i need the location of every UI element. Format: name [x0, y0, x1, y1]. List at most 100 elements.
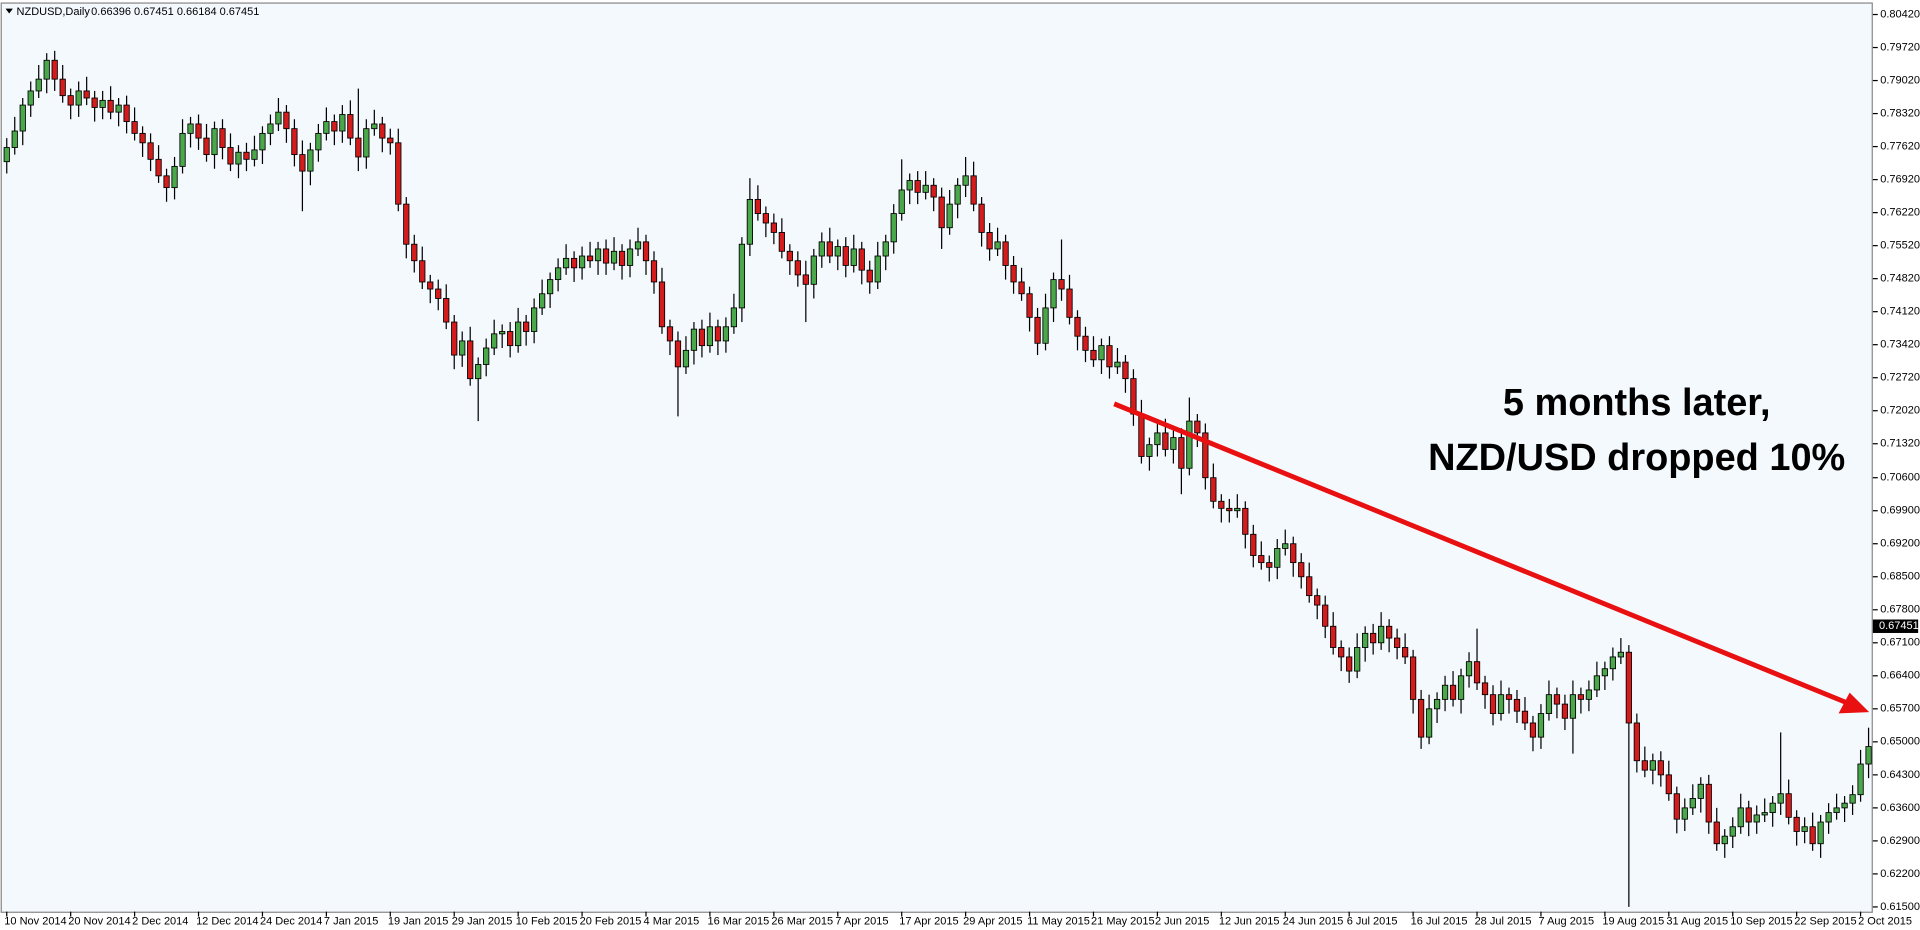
candle-body: [219, 128, 226, 148]
candle-body: [395, 142, 402, 205]
chart-title: NZDUSD,Daily: [17, 6, 91, 18]
y-tick-label: 0.79020: [1880, 74, 1920, 86]
candle-body: [243, 151, 250, 160]
candle-body: [1537, 713, 1545, 738]
y-tick-label: 0.74820: [1880, 273, 1920, 285]
candle-body: [1833, 807, 1840, 814]
candle-body: [51, 59, 58, 80]
candle-body: [850, 248, 857, 266]
candle-body: [986, 232, 993, 250]
x-tick-label: 31 Aug 2015: [1666, 915, 1728, 927]
candle-body: [1401, 647, 1409, 658]
candle-body: [1138, 413, 1145, 457]
candle-body: [890, 213, 897, 243]
candle-body: [131, 121, 138, 134]
candle-body: [403, 203, 410, 245]
candle-body: [491, 333, 498, 349]
candle-body: [211, 128, 218, 156]
candle-body: [1282, 543, 1289, 549]
candle-body: [650, 260, 658, 283]
candle-body: [546, 279, 554, 295]
candle-body: [1585, 689, 1593, 700]
x-tick-label: 7 Apr 2015: [835, 915, 888, 927]
candle-body: [27, 90, 34, 106]
candle-body: [155, 158, 162, 177]
candle-body: [922, 184, 929, 193]
candle-body: [371, 123, 378, 130]
candle-body: [698, 328, 706, 347]
candle-body: [674, 340, 682, 368]
candle-body: [970, 175, 977, 205]
candle-body: [554, 267, 562, 281]
candle-body: [1314, 595, 1321, 606]
candle-body: [515, 321, 522, 347]
candle-body: [1681, 807, 1688, 820]
candle-body: [1849, 794, 1856, 804]
candle-body: [1330, 625, 1337, 648]
candle-body: [1258, 555, 1265, 564]
x-tick-label: 12 Dec 2014: [196, 915, 258, 927]
candle-body: [594, 248, 602, 262]
candle-body: [1202, 432, 1209, 479]
x-tick-label: 24 Jun 2015: [1283, 915, 1344, 927]
candle-body: [475, 364, 482, 380]
candle-body: [1649, 760, 1656, 771]
candle-body: [387, 137, 394, 144]
candle-body: [642, 241, 650, 262]
candle-body: [1409, 656, 1417, 700]
candle-body: [1090, 349, 1097, 361]
candle-body: [1785, 793, 1792, 818]
candle-body: [267, 123, 274, 134]
trend-arrow-line: [1113, 401, 1847, 705]
candle-body: [19, 104, 26, 132]
candle-body: [1825, 812, 1832, 823]
annotation-line: NZD/USD dropped 10%: [1428, 437, 1845, 479]
candle-body: [1218, 500, 1225, 509]
x-tick-label: 16 Jul 2015: [1411, 915, 1468, 927]
y-tick-label: 0.64300: [1880, 769, 1920, 781]
candle-body: [315, 132, 322, 151]
y-tick-label: 0.65700: [1880, 703, 1920, 715]
candle-body: [75, 90, 82, 106]
candle-body: [818, 241, 825, 257]
candle-body: [107, 99, 114, 113]
y-tick-label: 0.77620: [1880, 140, 1920, 152]
candle-body: [363, 128, 370, 158]
candle-body: [882, 241, 889, 257]
candle-body: [411, 243, 418, 262]
candle-body: [147, 142, 154, 160]
candle-body: [1106, 345, 1113, 368]
candle-body: [682, 349, 690, 368]
candle-body: [1226, 507, 1233, 512]
candle-body: [634, 241, 642, 250]
candle-body: [1098, 345, 1105, 361]
candle-body: [1497, 694, 1505, 714]
x-tick-label: 21 May 2015: [1091, 915, 1155, 927]
x-tick-label: 28 Jul 2015: [1475, 915, 1532, 927]
candle-body: [842, 246, 849, 266]
candle-body: [962, 175, 969, 186]
candle-body: [331, 121, 338, 132]
candle-body: [1433, 698, 1441, 710]
candle-body: [1194, 420, 1201, 434]
y-tick-label: 0.67100: [1880, 637, 1920, 649]
candle-body: [1793, 816, 1800, 832]
candle-body: [706, 326, 714, 347]
candle-body: [1473, 661, 1481, 684]
x-tick-label: 29 Apr 2015: [963, 915, 1022, 927]
candle-body: [1689, 798, 1696, 809]
y-tick-label: 0.61500: [1880, 901, 1920, 913]
x-tick-label: 22 Sep 2015: [1794, 915, 1856, 927]
candle-body: [347, 114, 354, 139]
last-price-box: [1872, 619, 1919, 633]
candle-body: [618, 250, 626, 266]
last-price-label: 0.67451: [1879, 620, 1919, 632]
candle-body: [235, 151, 242, 165]
candle-body: [1697, 783, 1704, 799]
y-tick-label: 0.69200: [1880, 538, 1920, 550]
candle-body: [810, 255, 817, 285]
y-tick-label: 0.74120: [1880, 306, 1920, 318]
candle-body: [730, 307, 738, 328]
candle-body: [1505, 694, 1513, 700]
candle-body: [1745, 807, 1752, 823]
